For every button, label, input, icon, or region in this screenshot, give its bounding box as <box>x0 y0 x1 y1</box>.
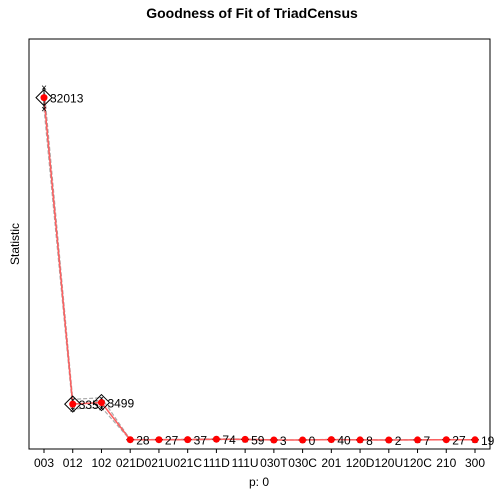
data-label: 2 <box>395 434 402 448</box>
data-label: 0 <box>309 434 316 448</box>
observed-point <box>356 436 364 444</box>
lower-marker: × <box>41 104 47 115</box>
lower-marker: × <box>99 403 105 414</box>
x-axis-ticks: 003 012 102 021D 021U 021C 111D 111U 030T 030C 201… <box>34 449 485 470</box>
data-label: 37 <box>194 434 208 448</box>
x-tick-label: 300 <box>465 456 485 470</box>
x-tick-label: 021C <box>173 456 202 470</box>
sim-max-line <box>43 87 476 441</box>
data-label: 7 <box>424 434 431 448</box>
x-tick-label: 102 <box>91 456 111 470</box>
observed-diamond <box>64 395 82 413</box>
observed-point <box>299 436 307 444</box>
x-tick-label: 021U <box>145 456 174 470</box>
observed-diamond <box>92 393 111 412</box>
data-label: 74 <box>222 433 236 447</box>
x-tick-label: 210 <box>436 456 456 470</box>
observed-diamond <box>35 88 53 107</box>
x-tick-label: 111U <box>232 456 259 470</box>
observed-line <box>43 97 476 441</box>
observed-point <box>442 436 450 444</box>
data-label: 27 <box>165 434 179 448</box>
observed-point <box>40 94 48 102</box>
observed-point <box>212 435 220 443</box>
observed-point <box>155 436 163 444</box>
observed-point <box>69 400 77 408</box>
lower-marker: × <box>70 405 76 416</box>
observed-point <box>385 436 393 444</box>
observed-point <box>126 436 134 444</box>
observed-point <box>414 436 422 444</box>
x-tick-label: 120C <box>403 456 432 470</box>
x-tick-label: 111D <box>203 456 230 470</box>
x-axis-label: p: 0 <box>249 475 269 489</box>
data-label: 19 <box>481 434 495 448</box>
y-axis-label: Statistic <box>8 223 22 265</box>
sim-mean-line <box>43 97 476 441</box>
data-label: 3499 <box>107 397 134 411</box>
observed-point <box>184 436 192 444</box>
x-tick-label: 030C <box>288 456 317 470</box>
observed-point <box>327 436 335 444</box>
observed-point <box>97 399 105 407</box>
observed-point <box>270 436 278 444</box>
observed-point <box>471 436 479 444</box>
x-tick-label: 201 <box>321 456 341 470</box>
x-tick-label: 003 <box>34 456 54 470</box>
x-tick-label: 030T <box>260 456 288 470</box>
plot-frame <box>28 38 491 450</box>
data-label: 59 <box>251 433 265 447</box>
data-label: 8 <box>366 434 373 448</box>
upper-marker: × <box>41 83 47 94</box>
data-label: 3 <box>280 434 287 448</box>
sim-min-line <box>43 108 476 441</box>
x-tick-label: 021D <box>116 456 145 470</box>
data-label: 32013 <box>50 92 84 106</box>
series-layer: ××32013××3357××3499×28×27×37×74×59×3×0×4… <box>35 83 495 448</box>
data-label: 27 <box>452 434 466 448</box>
x-tick-label: 012 <box>63 456 83 470</box>
data-label: 40 <box>337 434 351 448</box>
data-label: 28 <box>136 434 150 448</box>
x-tick-label: 120D <box>346 456 375 470</box>
observed-point <box>241 435 249 443</box>
x-tick-label: 120U <box>374 456 403 470</box>
chart-title: Goodness of Fit of TriadCensus <box>146 5 358 21</box>
